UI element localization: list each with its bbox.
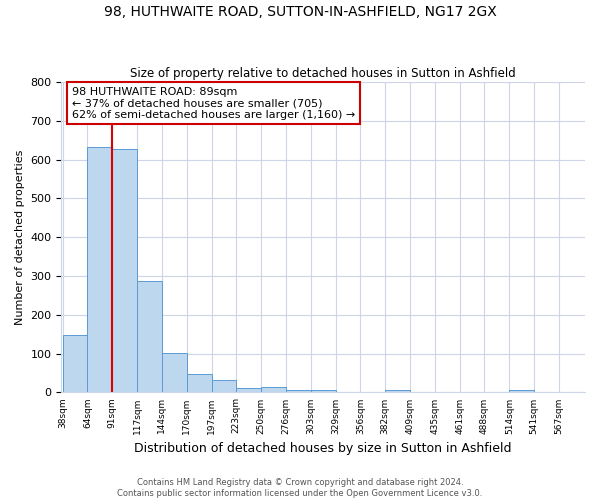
Text: Contains HM Land Registry data © Crown copyright and database right 2024.
Contai: Contains HM Land Registry data © Crown c… xyxy=(118,478,482,498)
Bar xyxy=(112,149,137,392)
Y-axis label: Number of detached properties: Number of detached properties xyxy=(15,150,25,325)
Bar xyxy=(62,335,88,392)
Bar xyxy=(162,353,187,393)
Bar xyxy=(212,380,236,392)
Text: 98, HUTHWAITE ROAD, SUTTON-IN-ASHFIELD, NG17 2GX: 98, HUTHWAITE ROAD, SUTTON-IN-ASHFIELD, … xyxy=(104,5,496,19)
Text: 98 HUTHWAITE ROAD: 89sqm
← 37% of detached houses are smaller (705)
62% of semi-: 98 HUTHWAITE ROAD: 89sqm ← 37% of detach… xyxy=(72,86,355,120)
Bar xyxy=(137,281,162,392)
Bar xyxy=(187,374,212,392)
Bar xyxy=(286,390,311,392)
Bar xyxy=(311,390,335,392)
Bar xyxy=(261,387,286,392)
Bar xyxy=(385,390,410,392)
Bar xyxy=(509,390,534,392)
Title: Size of property relative to detached houses in Sutton in Ashfield: Size of property relative to detached ho… xyxy=(130,66,516,80)
Bar xyxy=(236,388,261,392)
Bar xyxy=(88,147,112,392)
X-axis label: Distribution of detached houses by size in Sutton in Ashfield: Distribution of detached houses by size … xyxy=(134,442,512,455)
